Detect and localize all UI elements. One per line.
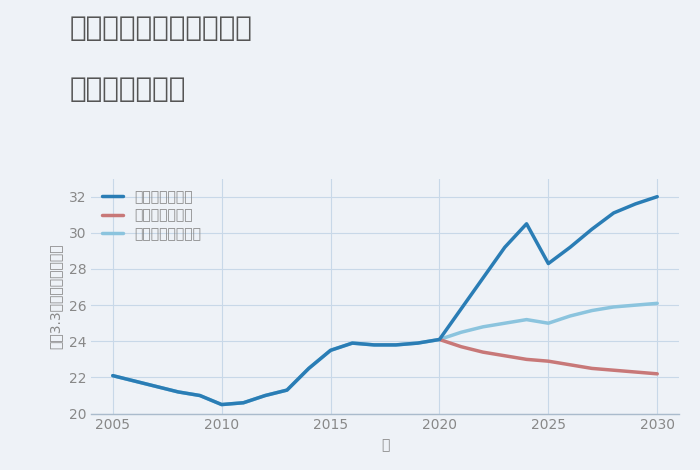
ノーマルシナリオ: [479, 324, 487, 329]
バッドシナリオ: [457, 344, 466, 350]
バッドシナリオ: [479, 349, 487, 355]
Line: グッドシナリオ: グッドシナリオ: [113, 196, 657, 405]
ノーマルシナリオ: [631, 302, 640, 308]
グッドシナリオ: [130, 378, 139, 384]
バッドシナリオ: [435, 337, 444, 342]
ノーマルシナリオ: [348, 340, 356, 346]
ノーマルシナリオ: [653, 300, 662, 306]
グッドシナリオ: [152, 384, 160, 389]
バッドシナリオ: [566, 362, 574, 368]
グッドシナリオ: [544, 261, 552, 266]
グッドシナリオ: [196, 393, 204, 399]
グッドシナリオ: [435, 337, 444, 342]
グッドシナリオ: [588, 227, 596, 232]
ノーマルシナリオ: [610, 304, 618, 310]
ノーマルシナリオ: [196, 393, 204, 399]
ノーマルシナリオ: [326, 347, 335, 353]
Y-axis label: 坪（3.3㎡）単価（万円）: 坪（3.3㎡）単価（万円）: [49, 243, 63, 349]
ノーマルシナリオ: [108, 373, 117, 378]
バッドシナリオ: [610, 368, 618, 373]
グッドシナリオ: [457, 306, 466, 312]
グッドシナリオ: [653, 194, 662, 199]
ノーマルシナリオ: [588, 308, 596, 313]
グッドシナリオ: [174, 389, 182, 395]
Text: 兵庫県西宮市生瀬高台の: 兵庫県西宮市生瀬高台の: [70, 14, 253, 42]
グッドシナリオ: [283, 387, 291, 393]
グッドシナリオ: [479, 275, 487, 281]
ノーマルシナリオ: [370, 342, 378, 348]
グッドシナリオ: [566, 244, 574, 250]
ノーマルシナリオ: [218, 402, 226, 407]
グッドシナリオ: [326, 347, 335, 353]
バッドシナリオ: [631, 369, 640, 375]
グッドシナリオ: [108, 373, 117, 378]
ノーマルシナリオ: [500, 321, 509, 326]
グッドシナリオ: [304, 366, 313, 371]
グッドシナリオ: [218, 402, 226, 407]
グッドシナリオ: [348, 340, 356, 346]
X-axis label: 年: 年: [381, 438, 389, 452]
バッドシナリオ: [522, 357, 531, 362]
バッドシナリオ: [500, 353, 509, 359]
ノーマルシナリオ: [566, 313, 574, 319]
ノーマルシナリオ: [544, 321, 552, 326]
グッドシナリオ: [392, 342, 400, 348]
ノーマルシナリオ: [130, 378, 139, 384]
グッドシナリオ: [610, 210, 618, 216]
グッドシナリオ: [370, 342, 378, 348]
ノーマルシナリオ: [304, 366, 313, 371]
Text: 土地の価格推移: 土地の価格推移: [70, 75, 186, 103]
バッドシナリオ: [544, 358, 552, 364]
グッドシナリオ: [261, 393, 270, 399]
ノーマルシナリオ: [174, 389, 182, 395]
グッドシナリオ: [631, 201, 640, 207]
Line: ノーマルシナリオ: ノーマルシナリオ: [113, 303, 657, 405]
ノーマルシナリオ: [261, 393, 270, 399]
グッドシナリオ: [500, 244, 509, 250]
バッドシナリオ: [653, 371, 662, 376]
ノーマルシナリオ: [414, 340, 422, 346]
グッドシナリオ: [414, 340, 422, 346]
ノーマルシナリオ: [283, 387, 291, 393]
ノーマルシナリオ: [522, 317, 531, 322]
ノーマルシナリオ: [239, 400, 248, 406]
Line: バッドシナリオ: バッドシナリオ: [440, 339, 657, 374]
グッドシナリオ: [522, 221, 531, 227]
ノーマルシナリオ: [435, 337, 444, 342]
グッドシナリオ: [239, 400, 248, 406]
ノーマルシナリオ: [392, 342, 400, 348]
ノーマルシナリオ: [152, 384, 160, 389]
Legend: グッドシナリオ, バッドシナリオ, ノーマルシナリオ: グッドシナリオ, バッドシナリオ, ノーマルシナリオ: [98, 186, 205, 246]
バッドシナリオ: [588, 366, 596, 371]
ノーマルシナリオ: [457, 329, 466, 335]
